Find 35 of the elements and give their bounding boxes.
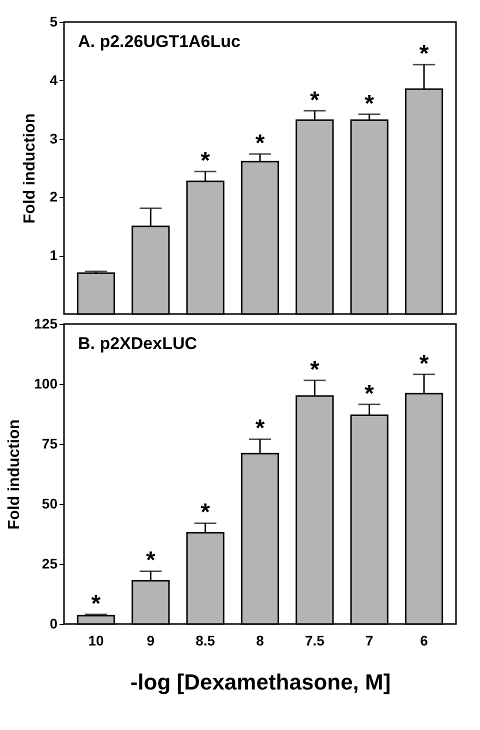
annotation: * (419, 40, 430, 68)
text: A. p2.26UGT1A6Luc (78, 32, 240, 51)
x-tick-label: 7 (365, 632, 374, 648)
x-tick-label: 9 (146, 632, 155, 648)
y-tick-label: 50 (42, 496, 58, 512)
y-tick-label: 1 (50, 247, 58, 264)
y-tick-label: 0 (50, 616, 58, 632)
y-tick-label: 25 (42, 556, 58, 572)
y-tick-label: 2 (50, 188, 58, 205)
annotation: * (310, 356, 320, 384)
y-tick-label: 3 (50, 130, 58, 146)
x-tick-label: 7.5 (304, 632, 325, 648)
y-tick-label: 5 (50, 14, 58, 30)
y-tick-label: 75 (42, 436, 58, 452)
annotation: * (364, 380, 375, 408)
x-tick-label: 8.5 (196, 632, 216, 648)
annotation: * (255, 415, 266, 442)
x-tick-label: 6 (420, 632, 428, 648)
y-axis-title: Fold induction (22, 113, 39, 224)
y-tick-label: 100 (34, 376, 58, 392)
x-axis-title: -log [Dexamethasone, M] (130, 670, 391, 694)
annotation: * (91, 590, 102, 618)
text: B. p2XDexLUC (78, 334, 198, 353)
annotation: * (146, 547, 156, 574)
annotation: * (200, 148, 211, 175)
y-tick-label: 125 (34, 316, 58, 332)
y-axis-title: Fold induction (6, 419, 24, 530)
x-tick-label: 10 (88, 632, 104, 648)
y-tick-label: 4 (50, 72, 58, 88)
annotation: * (419, 350, 430, 378)
annotation: * (364, 90, 375, 118)
annotation: * (200, 499, 211, 526)
x-tick-label: 8 (256, 632, 264, 648)
annotation: * (310, 86, 320, 114)
annotation: * (255, 130, 266, 157)
